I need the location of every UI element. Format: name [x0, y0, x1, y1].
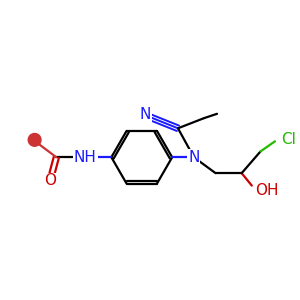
- Text: OH: OH: [255, 183, 278, 198]
- Text: N: N: [140, 107, 151, 122]
- Circle shape: [28, 134, 41, 146]
- Text: N: N: [188, 150, 200, 165]
- Text: Cl: Cl: [281, 132, 296, 147]
- Text: O: O: [45, 173, 57, 188]
- Text: NH: NH: [74, 150, 97, 165]
